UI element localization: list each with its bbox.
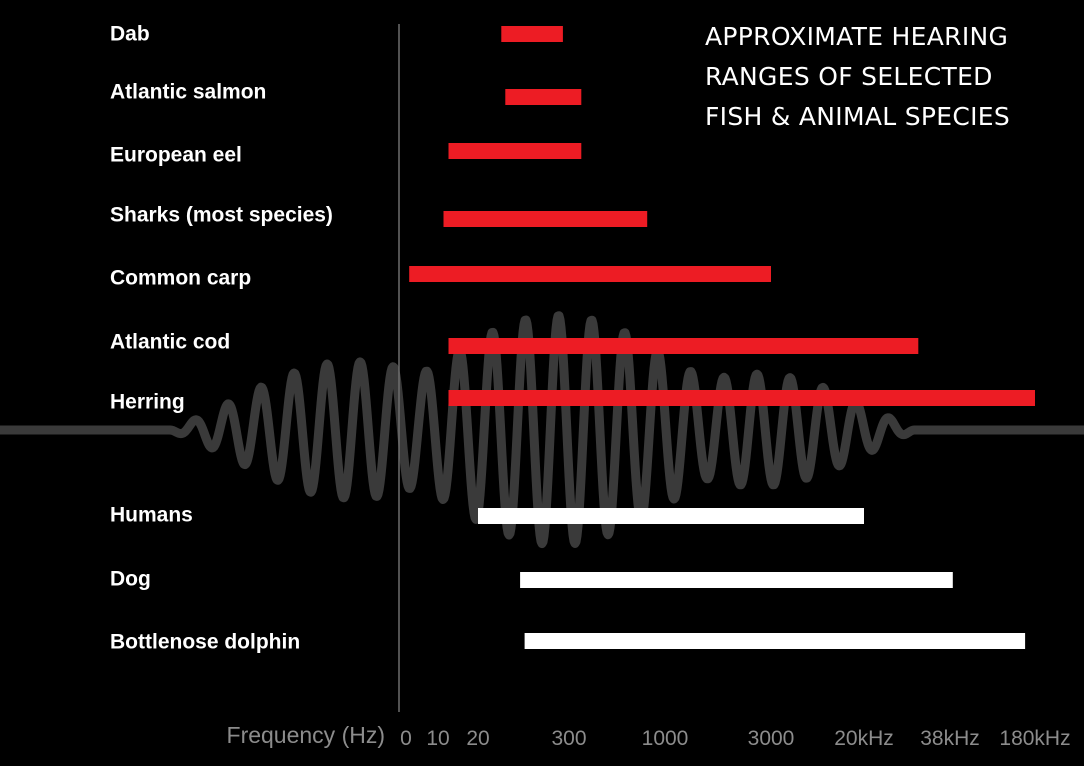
- chart-title-line-1: APPROXIMATE HEARING: [705, 22, 1009, 51]
- species-label-atlantic-cod: Atlantic cod: [110, 331, 230, 354]
- species-label-bottlenose-dolphin: Bottlenose dolphin: [110, 631, 300, 654]
- species-label-european-eel: European eel: [110, 144, 242, 167]
- x-tick-label-1000: 1000: [642, 727, 689, 750]
- x-tick-label-38khz: 38kHz: [920, 727, 980, 750]
- species-labels: Dab Atlantic salmon European eel Sharks (mo…: [110, 23, 333, 654]
- x-tick-label-3000: 3000: [748, 727, 795, 750]
- chart-title-line-3: FISH & ANIMAL SPECIES: [705, 102, 1011, 131]
- species-label-dab: Dab: [110, 23, 150, 46]
- x-tick-label-300: 300: [551, 727, 586, 750]
- range-bar-bottlenose-dolphin: [524, 633, 1026, 649]
- range-bar-herring: [448, 390, 1035, 406]
- x-tick-label-180khz: 180kHz: [999, 727, 1070, 750]
- species-label-humans: Humans: [110, 504, 193, 527]
- species-label-dog: Dog: [110, 568, 151, 591]
- x-tick-labels: 0 10 20 300 1000 3000 20kHz 38kHz 180kHz: [400, 727, 1070, 750]
- sound-wave-path: [0, 311, 1084, 549]
- range-bar-dog: [520, 572, 953, 588]
- species-label-herring: Herring: [110, 391, 185, 414]
- range-bar-humans: [478, 508, 864, 524]
- range-bar-common-carp: [409, 266, 771, 282]
- x-tick-label-10: 10: [426, 727, 449, 750]
- species-label-atlantic-salmon: Atlantic salmon: [110, 81, 266, 104]
- range-bars: [409, 26, 1035, 649]
- range-bar-atlantic-cod: [448, 338, 919, 354]
- background-sound-wave: [0, 311, 1084, 549]
- range-bar-atlantic-salmon: [505, 89, 582, 105]
- range-bar-european-eel: [448, 143, 582, 159]
- species-label-sharks-most-species: Sharks (most species): [110, 204, 333, 227]
- x-tick-label-20: 20: [466, 727, 489, 750]
- range-bar-dab: [501, 26, 563, 42]
- x-tick-label-0: 0: [400, 727, 412, 750]
- x-tick-label-20khz: 20kHz: [834, 727, 894, 750]
- x-axis-label: Frequency (Hz): [227, 722, 385, 748]
- chart-title-line-2: RANGES OF SELECTED: [705, 62, 993, 91]
- species-label-common-carp: Common carp: [110, 267, 251, 290]
- range-bar-sharks-most-species: [443, 211, 648, 227]
